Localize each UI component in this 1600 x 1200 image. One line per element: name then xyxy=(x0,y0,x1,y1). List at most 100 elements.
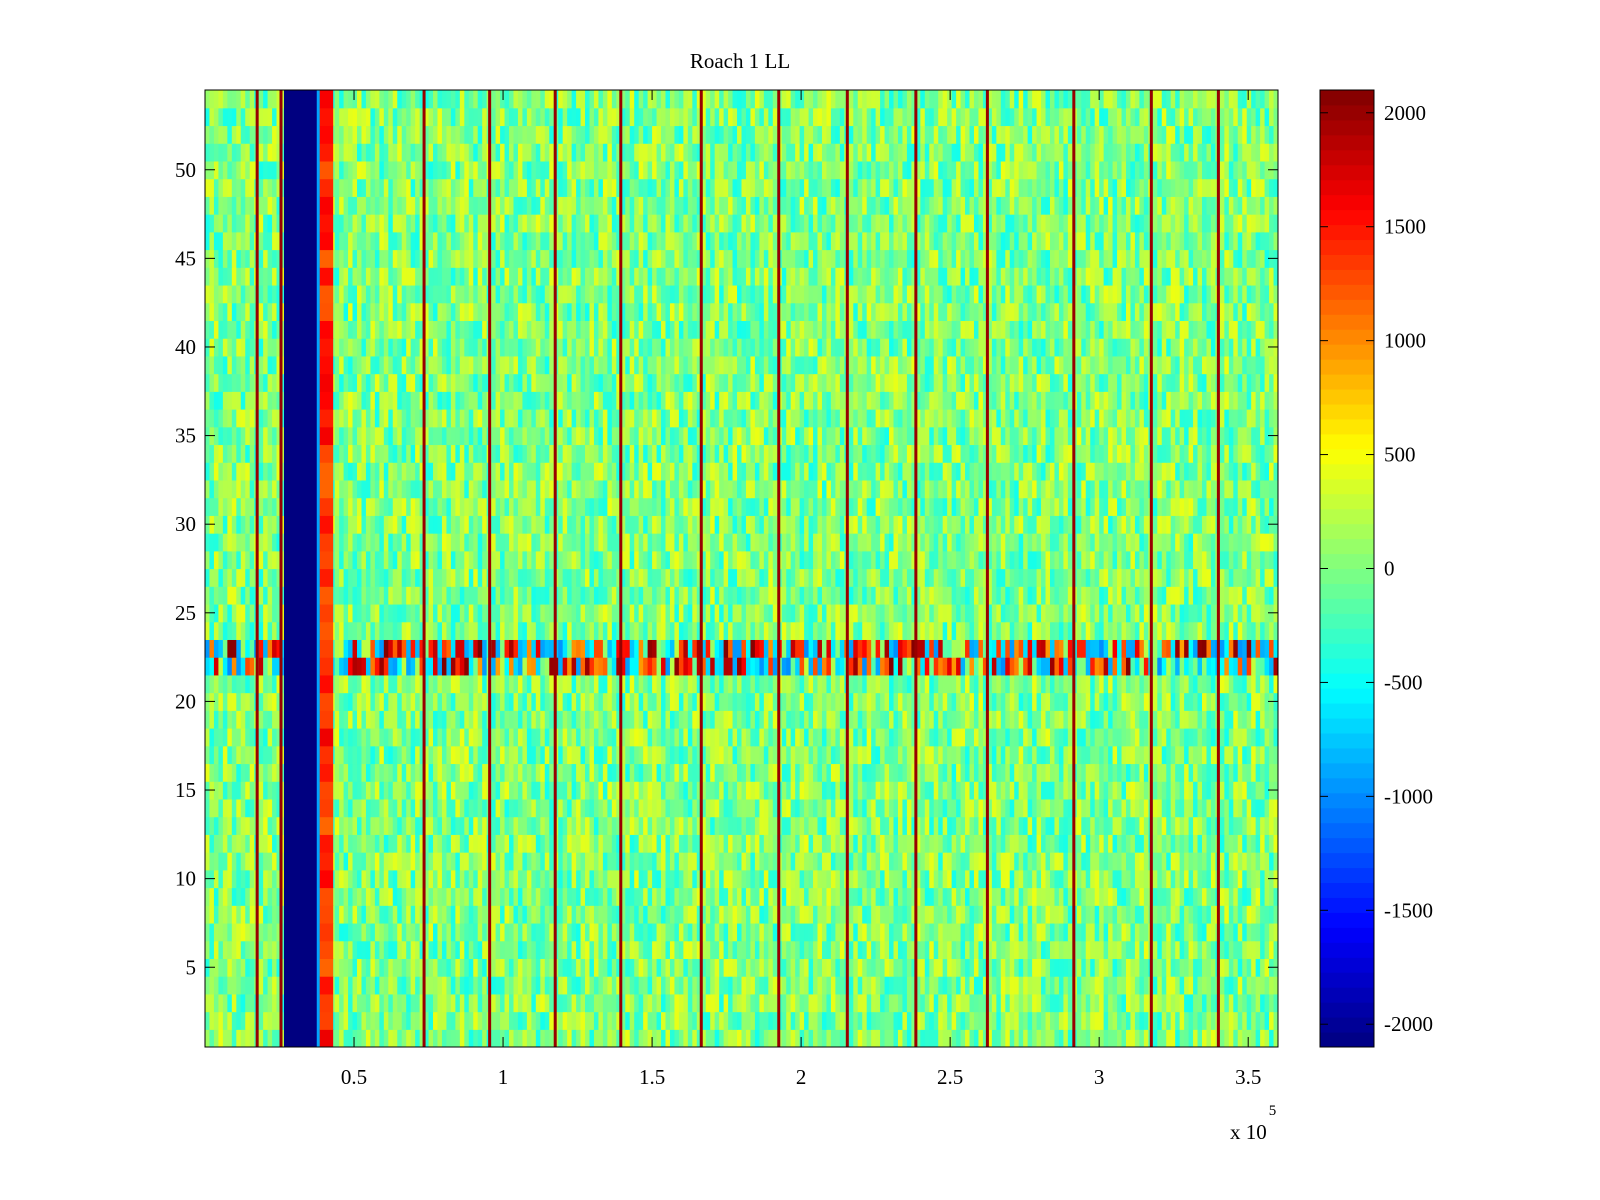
heatmap-cell xyxy=(1139,940,1145,959)
heatmap-cell xyxy=(272,922,278,942)
heatmap-cell xyxy=(665,834,671,853)
heatmap-cell xyxy=(1157,745,1163,765)
heatmap-cell xyxy=(629,940,635,959)
heatmap-cell xyxy=(1112,852,1118,871)
heatmap-cell xyxy=(406,887,412,906)
heatmap-cell xyxy=(357,728,363,747)
heatmap-cell xyxy=(1081,692,1087,711)
heatmap-cell xyxy=(473,922,479,942)
heatmap-cell xyxy=(920,1011,926,1030)
heatmap-cell xyxy=(647,905,653,924)
heatmap-cell xyxy=(1273,798,1278,818)
heatmap-cell xyxy=(786,852,792,871)
heatmap-cell xyxy=(960,745,966,765)
heatmap-cell xyxy=(1201,798,1208,818)
heatmap-cell xyxy=(455,728,461,747)
heatmap-cell xyxy=(513,710,519,729)
heatmap-cell xyxy=(1273,852,1278,871)
heatmap-cell xyxy=(1005,710,1011,729)
heatmap-cell xyxy=(830,852,836,871)
heatmap-cell xyxy=(468,976,474,995)
heatmap-cell xyxy=(920,922,926,942)
heatmap-cell xyxy=(468,710,474,729)
heatmap-cell xyxy=(920,887,926,906)
heatmap-cell xyxy=(388,869,394,889)
heatmap-cell xyxy=(665,674,671,694)
heatmap-cell xyxy=(500,887,506,906)
heatmap-cell xyxy=(960,728,966,747)
heatmap-cell xyxy=(947,692,953,711)
heatmap-cell xyxy=(388,728,394,747)
heatmap-cell xyxy=(929,887,935,906)
heatmap-cell xyxy=(714,692,720,711)
heatmap-cell xyxy=(571,763,577,782)
heatmap-cell xyxy=(437,905,443,924)
heatmap-cell xyxy=(772,869,778,889)
heatmap-cell xyxy=(388,710,394,729)
heatmap-cell xyxy=(714,834,720,853)
heatmap-cell xyxy=(1081,993,1087,1013)
heatmap-cell xyxy=(956,958,962,977)
heatmap-cell xyxy=(1161,763,1167,782)
heatmap-cell xyxy=(871,869,877,889)
heatmap-cell xyxy=(352,852,358,871)
heatmap-cell xyxy=(392,798,398,818)
heatmap-cell xyxy=(991,763,997,782)
heatmap-cell xyxy=(1112,887,1118,906)
heatmap-cell xyxy=(661,1011,667,1030)
heatmap-cell xyxy=(652,745,658,765)
heatmap-cell xyxy=(1067,887,1073,906)
heatmap-cell xyxy=(1090,816,1096,835)
heatmap-cell xyxy=(902,816,908,835)
heatmap-cell xyxy=(526,887,532,906)
heatmap-cell xyxy=(987,1011,993,1030)
heatmap-cell xyxy=(352,834,358,853)
heatmap-cell xyxy=(401,940,407,959)
heatmap-cell xyxy=(392,781,398,800)
heatmap-cell xyxy=(669,1029,676,1047)
heatmap-cell xyxy=(558,958,564,977)
heatmap-cell xyxy=(616,905,622,924)
heatmap-cell xyxy=(365,728,372,747)
heatmap-cell xyxy=(464,834,470,853)
heatmap-cell xyxy=(696,798,702,818)
heatmap-cell xyxy=(437,763,443,782)
heatmap-cell xyxy=(522,745,528,765)
heatmap-cell xyxy=(880,674,886,694)
heatmap-cell xyxy=(638,887,644,906)
heatmap-cell xyxy=(473,710,479,729)
heatmap-cell xyxy=(1170,976,1176,995)
heatmap-cell xyxy=(531,781,537,800)
heatmap-cell xyxy=(397,674,403,694)
heatmap-cell xyxy=(996,976,1002,995)
heatmap-cell xyxy=(374,887,380,906)
heatmap-cell xyxy=(361,745,367,765)
heatmap-cell xyxy=(348,1011,354,1030)
heatmap-cell xyxy=(397,922,403,942)
heatmap-cell xyxy=(897,781,904,800)
heatmap-cell xyxy=(817,993,823,1013)
heatmap-cell xyxy=(446,745,452,765)
heatmap-cell xyxy=(629,887,635,906)
heatmap-cell xyxy=(741,1011,747,1030)
heatmap-cell xyxy=(245,905,251,924)
heatmap-cell xyxy=(665,710,671,729)
heatmap-cell xyxy=(1269,993,1275,1013)
heatmap-cell xyxy=(826,958,832,977)
heatmap-cell xyxy=(634,905,640,924)
heatmap-cell xyxy=(737,710,743,729)
heatmap-cell xyxy=(853,887,859,906)
heatmap-cell xyxy=(969,958,975,977)
heatmap-cell xyxy=(598,976,604,995)
heatmap-cell xyxy=(1228,905,1234,924)
heatmap-cell xyxy=(1117,887,1123,906)
heatmap-cell xyxy=(571,922,577,942)
heatmap-cell xyxy=(1009,905,1015,924)
heatmap-cell xyxy=(392,976,398,995)
heatmap-cell xyxy=(1264,1011,1270,1030)
heatmap-cell xyxy=(361,674,367,694)
heatmap-cell xyxy=(687,922,693,942)
heatmap-cell xyxy=(1094,869,1100,889)
heatmap-cell xyxy=(1036,1011,1042,1030)
heatmap-cell xyxy=(236,1011,242,1030)
